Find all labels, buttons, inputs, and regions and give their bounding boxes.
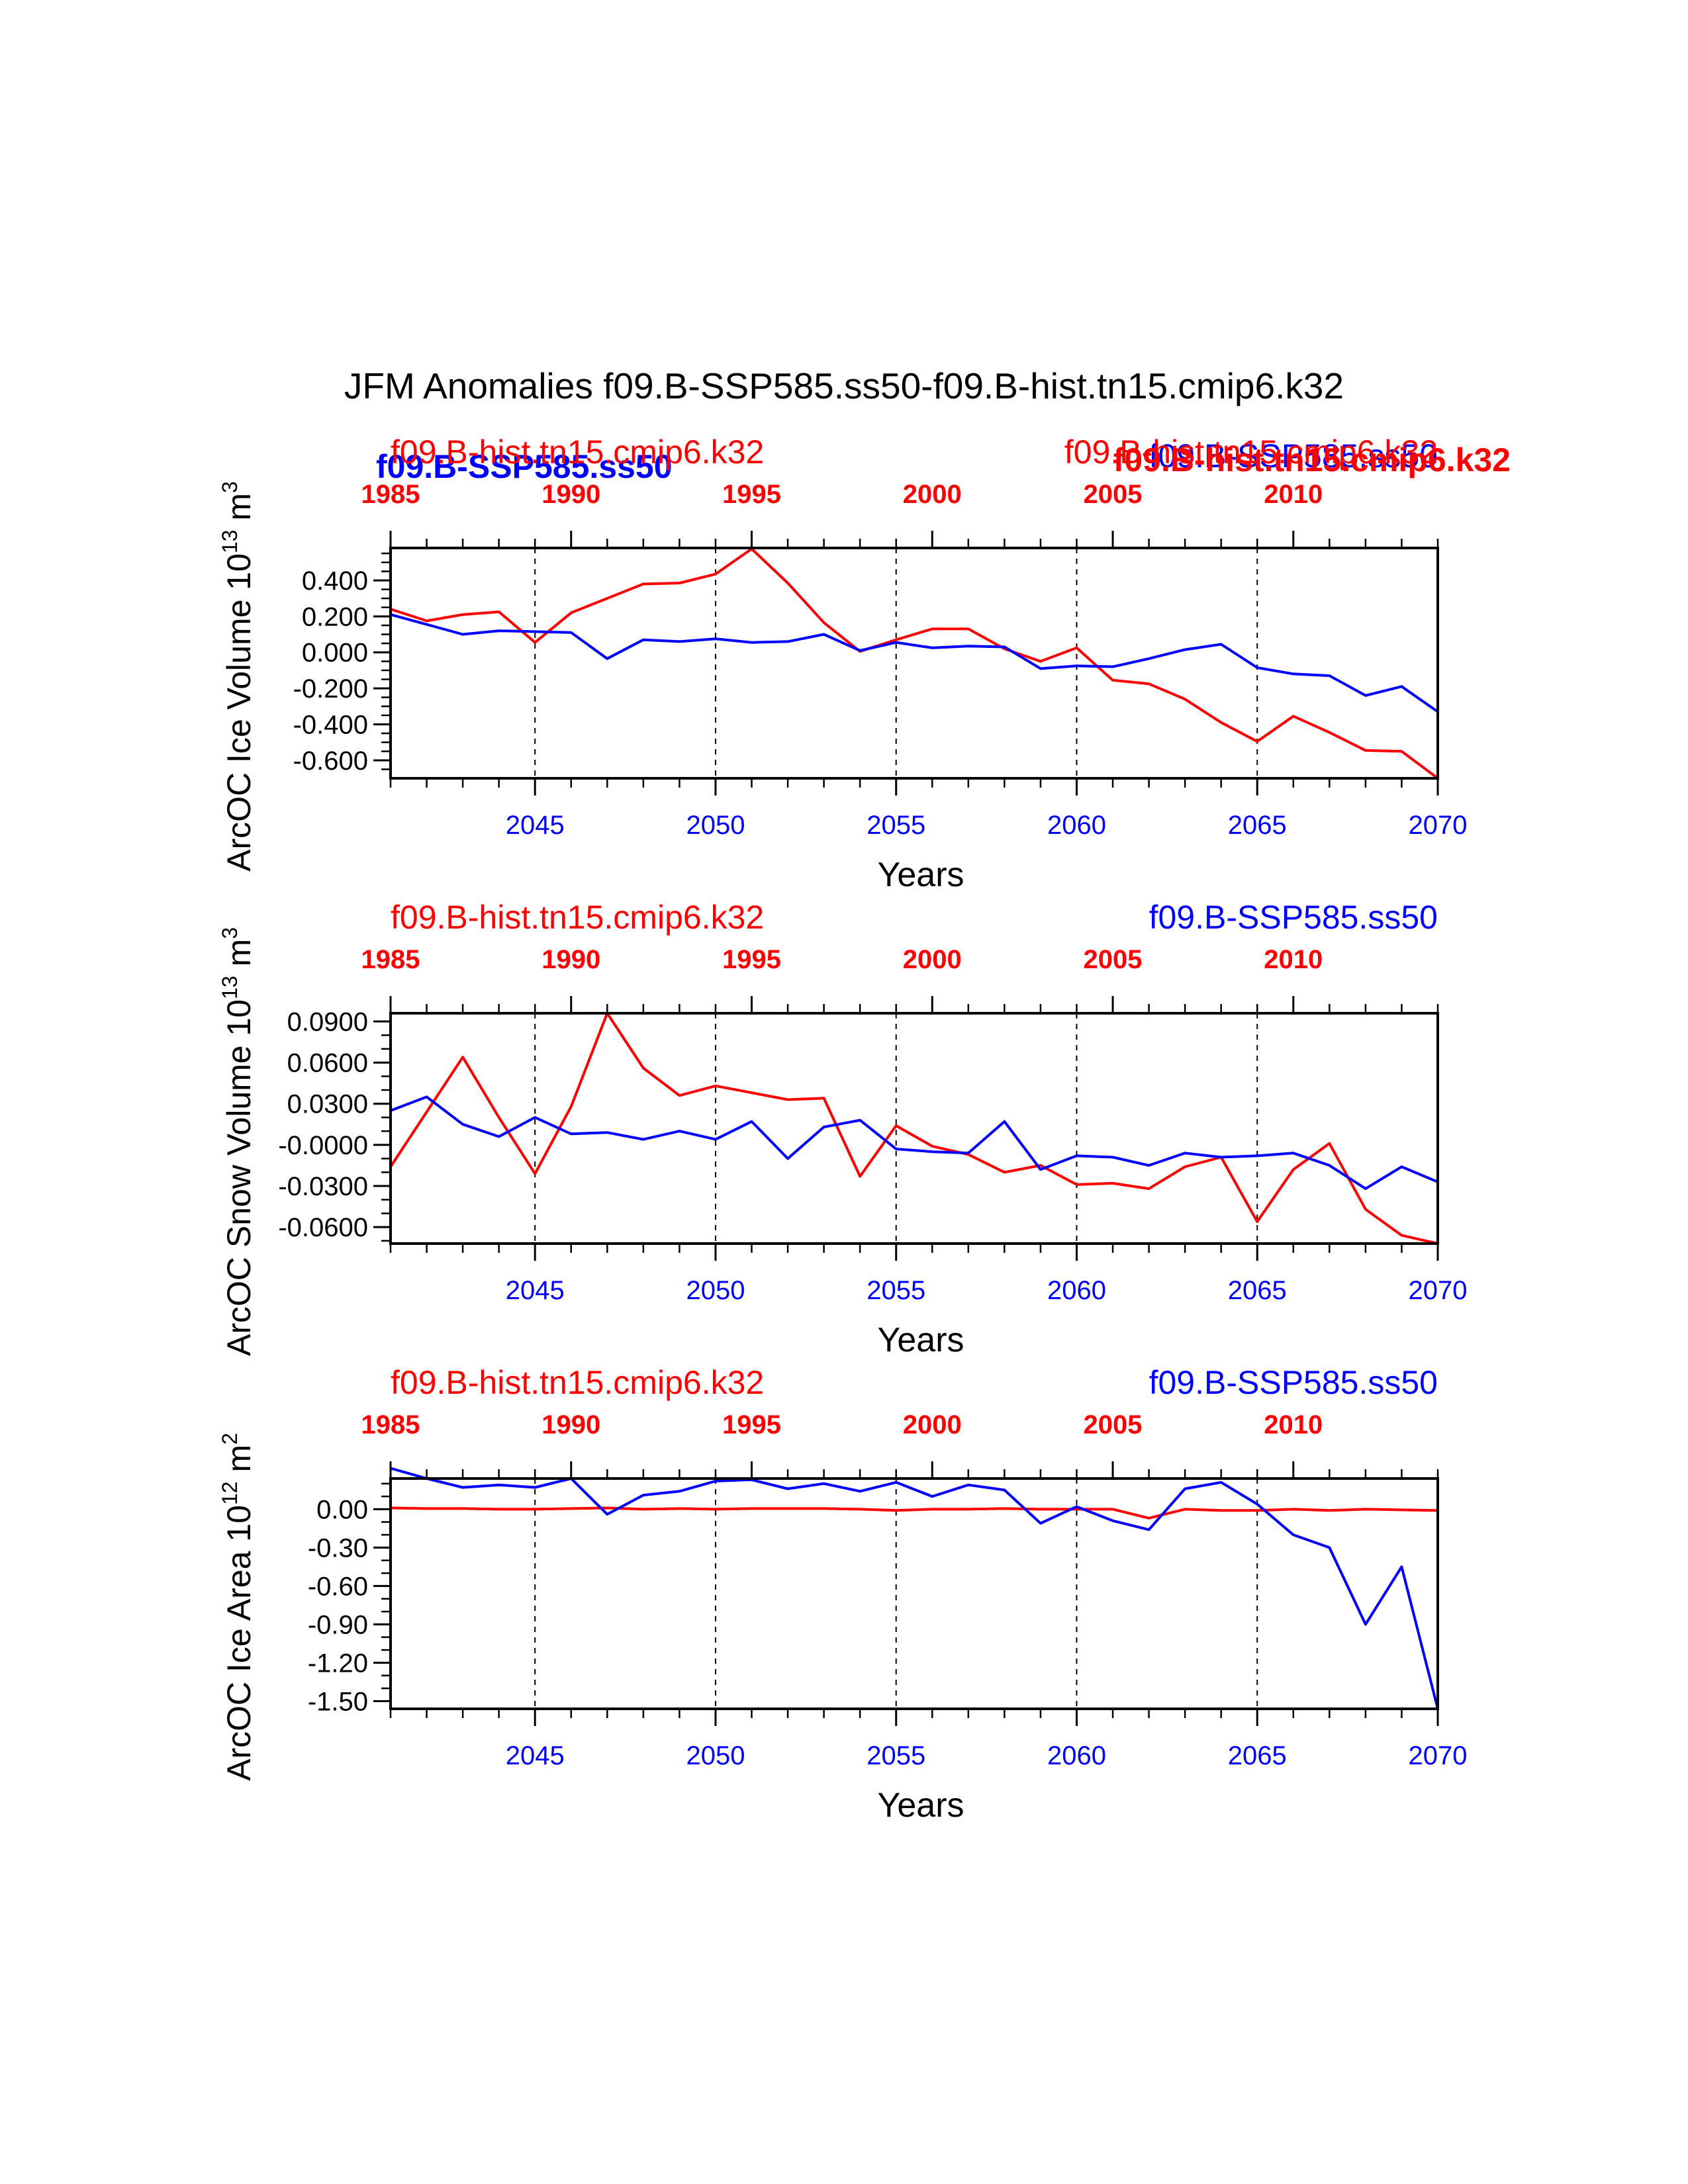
x-top-tick-label: 1995: [722, 480, 781, 509]
x-bottom-tick-label: 2070: [1409, 1741, 1468, 1770]
y-axis-label-text: m: [220, 1445, 258, 1482]
x-bottom-tick-label: 2045: [506, 1741, 565, 1770]
x-bottom-tick-label: 2055: [867, 1276, 925, 1305]
y-tick-label: -1.20: [308, 1649, 368, 1678]
y-axis-label-text: m: [220, 939, 258, 976]
series-line-ssp: [390, 1467, 1439, 1709]
y-tick-label: 0.200: [302, 602, 368, 631]
x-bottom-tick-label: 2055: [867, 811, 925, 840]
y-tick-label: -0.30: [308, 1533, 368, 1563]
x-bottom-tick-label: 2050: [686, 1276, 745, 1305]
overlay-label-ssp-left: f09.B-SSP585.ss50: [376, 448, 673, 485]
x-top-tick-label: 1985: [361, 480, 420, 509]
x-bottom-tick-label: 2055: [867, 1741, 925, 1770]
x-top-tick-label: 2005: [1084, 945, 1143, 974]
x-top-tick-label: 2010: [1264, 1410, 1323, 1439]
y-axis-label-text: m: [220, 493, 258, 530]
x-top-tick-label: 1990: [541, 480, 600, 509]
y-axis-label-exponent: 3: [218, 927, 242, 939]
x-bottom-tick-label: 2065: [1228, 811, 1287, 840]
y-axis-label-exponent: 13: [218, 976, 242, 999]
y-axis-label-text: ArcOC Ice Volume 10: [220, 553, 258, 872]
y-tick-label: -0.60: [308, 1572, 368, 1601]
y-tick-label: -0.0000: [278, 1131, 368, 1160]
x-top-tick-label: 2010: [1264, 945, 1323, 974]
y-tick-label: -0.90: [308, 1610, 368, 1639]
y-axis-label: ArcOC Ice Volume 1013 m3: [218, 481, 258, 872]
x-bottom-tick-label: 2050: [686, 811, 745, 840]
y-axis-label: ArcOC Snow Volume 1013 m3: [218, 927, 258, 1356]
overlay-label-ssp-right: f09.B-SSP585.ss50: [1149, 437, 1438, 475]
y-tick-label: -0.0600: [278, 1213, 368, 1242]
y-tick-label: -0.400: [293, 710, 368, 739]
series-label-right: f09.B-SSP585.ss50: [1149, 899, 1438, 936]
plot-frame: [389, 1012, 1439, 1245]
panel-2: 0.0900 0.0600 0.0300 -0.0000 -0.0300 -0.0600 2…: [218, 899, 1467, 1359]
x-top-tick-label: 1990: [541, 1410, 600, 1439]
x-bottom-tick-label: 2060: [1047, 811, 1106, 840]
panel-3: 0.00 -0.30 -0.60 -0.90 -1.20 -1.50 2045 2050 205…: [218, 1364, 1467, 1825]
y-tick-label: 0.0300: [287, 1090, 368, 1119]
y-tick-label: 0.0600: [287, 1049, 368, 1078]
x-bottom-tick-label: 2070: [1409, 811, 1468, 840]
x-top-tick-label: 1985: [361, 1410, 420, 1439]
x-top-tick-label: 1990: [541, 945, 600, 974]
x-bottom-tick-label: 2060: [1047, 1276, 1106, 1305]
series-line-ssp: [390, 1095, 1438, 1191]
x-top-tick-label: 1995: [722, 945, 781, 974]
x-top-tick-label: 1985: [361, 945, 420, 974]
y-tick-label: 0.00: [316, 1495, 368, 1524]
x-bottom-tick-label: 2045: [506, 811, 565, 840]
series-label-left: f09.B-hist.tn15.cmip6.k32: [391, 433, 764, 471]
series-line-hist: [390, 1506, 1438, 1520]
x-top-tick-label: 2010: [1264, 480, 1323, 509]
y-axis-label-exponent: 2: [218, 1433, 242, 1445]
plot-frame: [389, 547, 1439, 780]
series-label-left: f09.B-hist.tn15.cmip6.k32: [391, 899, 764, 936]
panel-1: 0.400 0.200 0.000 -0.200 -0.400 -0.600 2045 205…: [218, 433, 1467, 894]
x-bottom-tick-label: 2065: [1228, 1276, 1287, 1305]
x-axis-label: Years: [877, 856, 964, 894]
series-label-right: f09.B-SSP585.ss50: [1149, 1364, 1438, 1401]
series-label-right: f09.B-hist.tn15.cmip6.k32: [1064, 433, 1438, 471]
x-axis-label: Years: [877, 1786, 964, 1825]
x-top-tick-label: 1995: [722, 1410, 781, 1439]
y-tick-label: 0.000: [302, 639, 368, 668]
y-tick-label: -1.50: [308, 1687, 368, 1716]
x-top-tick-label: 2000: [903, 480, 962, 509]
y-axis-label-text: ArcOC Ice Area 10: [220, 1505, 258, 1781]
overlay-label-hist-right-bold: f09.B-hist.tn15.cmip6.k32: [1113, 441, 1511, 478]
x-bottom-tick-label: 2050: [686, 1741, 745, 1770]
y-tick-label: 0.400: [302, 567, 368, 596]
y-tick-label: 0.0900: [287, 1007, 368, 1036]
x-bottom-tick-label: 2065: [1228, 1741, 1287, 1770]
y-tick-label: -0.200: [293, 674, 368, 704]
x-axis-label: Years: [877, 1321, 964, 1359]
y-tick-label: -0.600: [293, 747, 368, 776]
y-axis-label-exponent: 12: [218, 1481, 242, 1505]
x-top-tick-label: 2005: [1084, 480, 1143, 509]
series-label-left: f09.B-hist.tn15.cmip6.k32: [391, 1364, 764, 1401]
panels: 0.400 0.200 0.000 -0.200 -0.400 -0.600 2045 205…: [218, 433, 1467, 1825]
series-line-hist: [390, 547, 1439, 780]
y-axis-label-text: ArcOC Snow Volume 10: [220, 999, 258, 1356]
x-bottom-tick-label: 2045: [506, 1276, 565, 1305]
series-line-ssp: [390, 613, 1439, 713]
x-top-tick-label: 2000: [903, 945, 962, 974]
plot-frame: [389, 1477, 1439, 1710]
y-tick-label: -0.0300: [278, 1172, 368, 1201]
y-axis-label-exponent: 3: [218, 481, 242, 493]
x-bottom-tick-label: 2060: [1047, 1741, 1106, 1770]
x-top-tick-label: 2005: [1084, 1410, 1143, 1439]
x-bottom-tick-label: 2070: [1409, 1276, 1468, 1305]
y-axis-label-exponent: 13: [218, 529, 242, 553]
x-top-tick-label: 2000: [903, 1410, 962, 1439]
series-line-hist: [389, 1012, 1438, 1245]
y-axis-label: ArcOC Ice Area 1012 m2: [218, 1433, 258, 1781]
figure-title: JFM Anomalies f09.B-SSP585.ss50-f09.B-hi…: [344, 365, 1344, 406]
